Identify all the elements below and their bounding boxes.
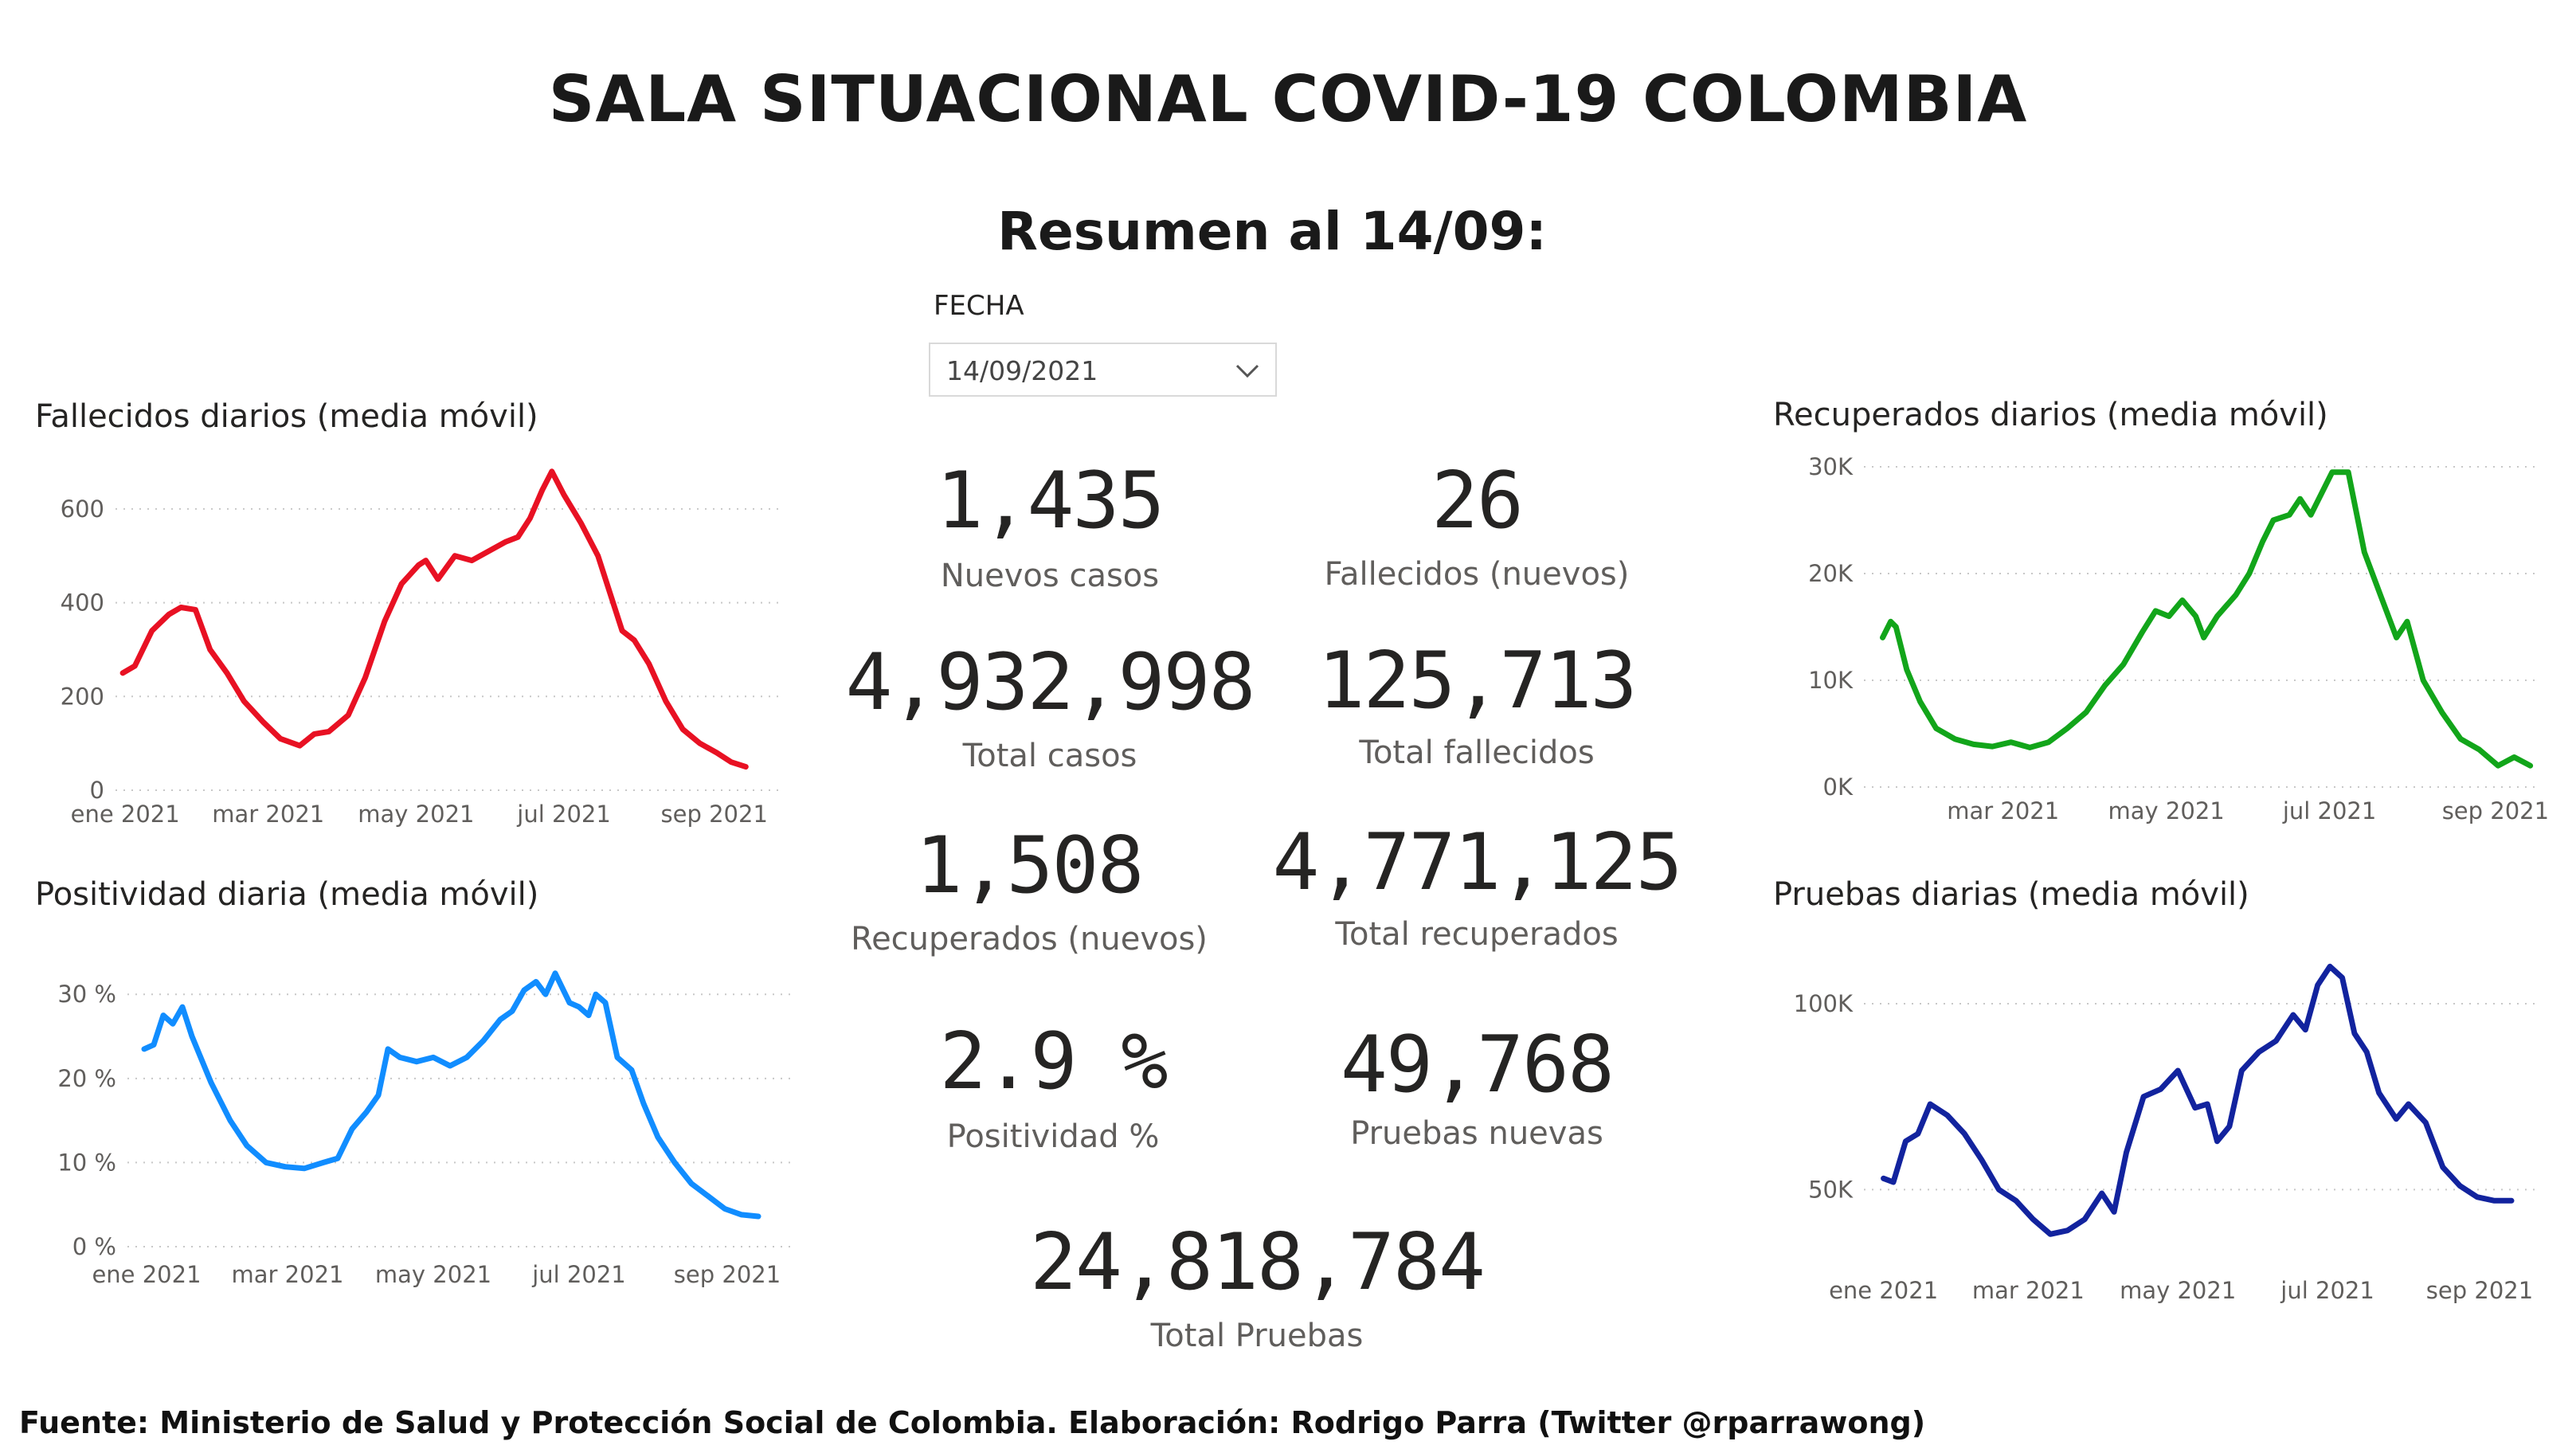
kpi-nuevos-casos-value: 1,435 — [803, 456, 1297, 546]
kpi-total-recuperados-label: Total recuperados — [1230, 916, 1724, 953]
chart-title-pruebas: Pruebas diarias (media móvil) — [1773, 876, 2249, 913]
kpi-fallecidos-nuevos-value: 26 — [1230, 456, 1724, 546]
kpi-fallecidos-nuevos-label: Fallecidos (nuevos) — [1230, 556, 1724, 593]
kpi-total-casos-label: Total casos — [803, 738, 1297, 774]
pruebas-chart: 50K 100K ene 2021 mar 2021 may 2021 jul 2021 s… — [1760, 932, 2573, 1330]
y-tick-label: 50K — [1808, 1176, 1854, 1203]
fallecidos-chart: 0 200 400 600 ene 2021 mar 2021 may 2021 jul 20… — [0, 446, 820, 844]
x-tick-label: may 2021 — [2108, 797, 2225, 824]
kpi-total-fallecidos-value: 125,713 — [1230, 636, 1724, 726]
y-tick-label: 20 % — [57, 1065, 116, 1092]
kpi-total-pruebas-label: Total Pruebas — [1010, 1318, 1504, 1354]
y-tick-label: 20K — [1808, 560, 1854, 587]
kpi-recuperados-nuevos-label: Recuperados (nuevos) — [782, 921, 1276, 958]
chart-title-positividad: Positividad diaria (media móvil) — [35, 876, 538, 913]
y-tick-label: 0K — [1823, 773, 1854, 801]
kpi-positividad-label: Positividad % — [806, 1118, 1300, 1155]
y-tick-label: 30 % — [57, 981, 116, 1008]
x-tick-label: ene 2021 — [92, 1261, 201, 1288]
dashboard-subtitle: Resumen al 14/09: — [0, 201, 2560, 262]
y-tick-label: 0 % — [72, 1233, 116, 1260]
chart-title-fallecidos: Fallecidos diarios (media móvil) — [35, 398, 538, 435]
series-line — [1883, 472, 2531, 766]
kpi-total-pruebas-value: 24,818,784 — [1010, 1217, 1504, 1308]
kpi-nuevos-casos-label: Nuevos casos — [803, 558, 1297, 594]
series-line — [123, 472, 746, 767]
recuperados-chart: 0K 10K 20K 30K mar 2021 may 2021 jul 2021 sep 2… — [1760, 446, 2573, 844]
x-tick-label: sep 2021 — [674, 1261, 781, 1288]
kpi-total-casos-value: 4,932,998 — [803, 637, 1297, 728]
y-tick-label: 400 — [61, 589, 104, 617]
x-tick-label: may 2021 — [375, 1261, 491, 1288]
x-tick-label: jul 2021 — [516, 801, 611, 828]
x-tick-label: mar 2021 — [1972, 1277, 2085, 1304]
x-tick-label: may 2021 — [2120, 1277, 2236, 1304]
y-tick-label: 600 — [61, 495, 104, 523]
chart-title-recuperados: Recuperados diarios (media móvil) — [1773, 397, 2328, 433]
kpi-pruebas-nuevas-value: 49,768 — [1230, 1020, 1724, 1110]
x-tick-label: may 2021 — [358, 801, 474, 828]
chevron-down-icon — [1232, 355, 1263, 386]
x-tick-label: sep 2021 — [661, 801, 768, 828]
x-tick-label: jul 2021 — [2282, 797, 2377, 824]
x-tick-label: mar 2021 — [1947, 797, 2059, 824]
y-tick-label: 10K — [1808, 667, 1854, 694]
positividad-chart: 0 % 10 % 20 % 30 % ene 2021 mar 2021 may 2021 j… — [0, 932, 820, 1306]
date-filter-value: 14/09/2021 — [946, 355, 1098, 386]
date-filter-label: FECHA — [934, 290, 1024, 322]
x-tick-label: sep 2021 — [2426, 1277, 2533, 1304]
x-tick-label: ene 2021 — [1829, 1277, 1938, 1304]
y-tick-label: 30K — [1808, 453, 1854, 480]
dashboard-title: SALA SITUACIONAL COVID-19 COLOMBIA — [0, 62, 2576, 136]
x-tick-label: mar 2021 — [232, 1261, 344, 1288]
y-tick-label: 200 — [61, 683, 104, 710]
source-footer: Fuente: Ministerio de Salud y Protección… — [19, 1405, 1925, 1440]
kpi-total-recuperados-value: 4,771,125 — [1230, 817, 1724, 908]
y-tick-label: 100K — [1794, 990, 1854, 1017]
kpi-pruebas-nuevas-label: Pruebas nuevas — [1230, 1115, 1724, 1152]
kpi-total-fallecidos-label: Total fallecidos — [1230, 734, 1724, 771]
kpi-recuperados-nuevos-value: 1,508 — [782, 820, 1276, 911]
kpi-positividad-value: 2.9 % — [806, 1016, 1300, 1107]
x-tick-label: sep 2021 — [2442, 797, 2549, 824]
y-tick-label: 10 % — [57, 1149, 116, 1176]
date-filter-dropdown[interactable]: 14/09/2021 — [929, 343, 1277, 397]
series-line — [1884, 966, 2511, 1234]
x-tick-label: jul 2021 — [2280, 1277, 2374, 1304]
x-tick-label: mar 2021 — [212, 801, 324, 828]
y-tick-label: 0 — [90, 777, 104, 804]
x-tick-label: jul 2021 — [531, 1261, 626, 1288]
series-line — [144, 973, 758, 1216]
x-tick-label: ene 2021 — [71, 801, 180, 828]
